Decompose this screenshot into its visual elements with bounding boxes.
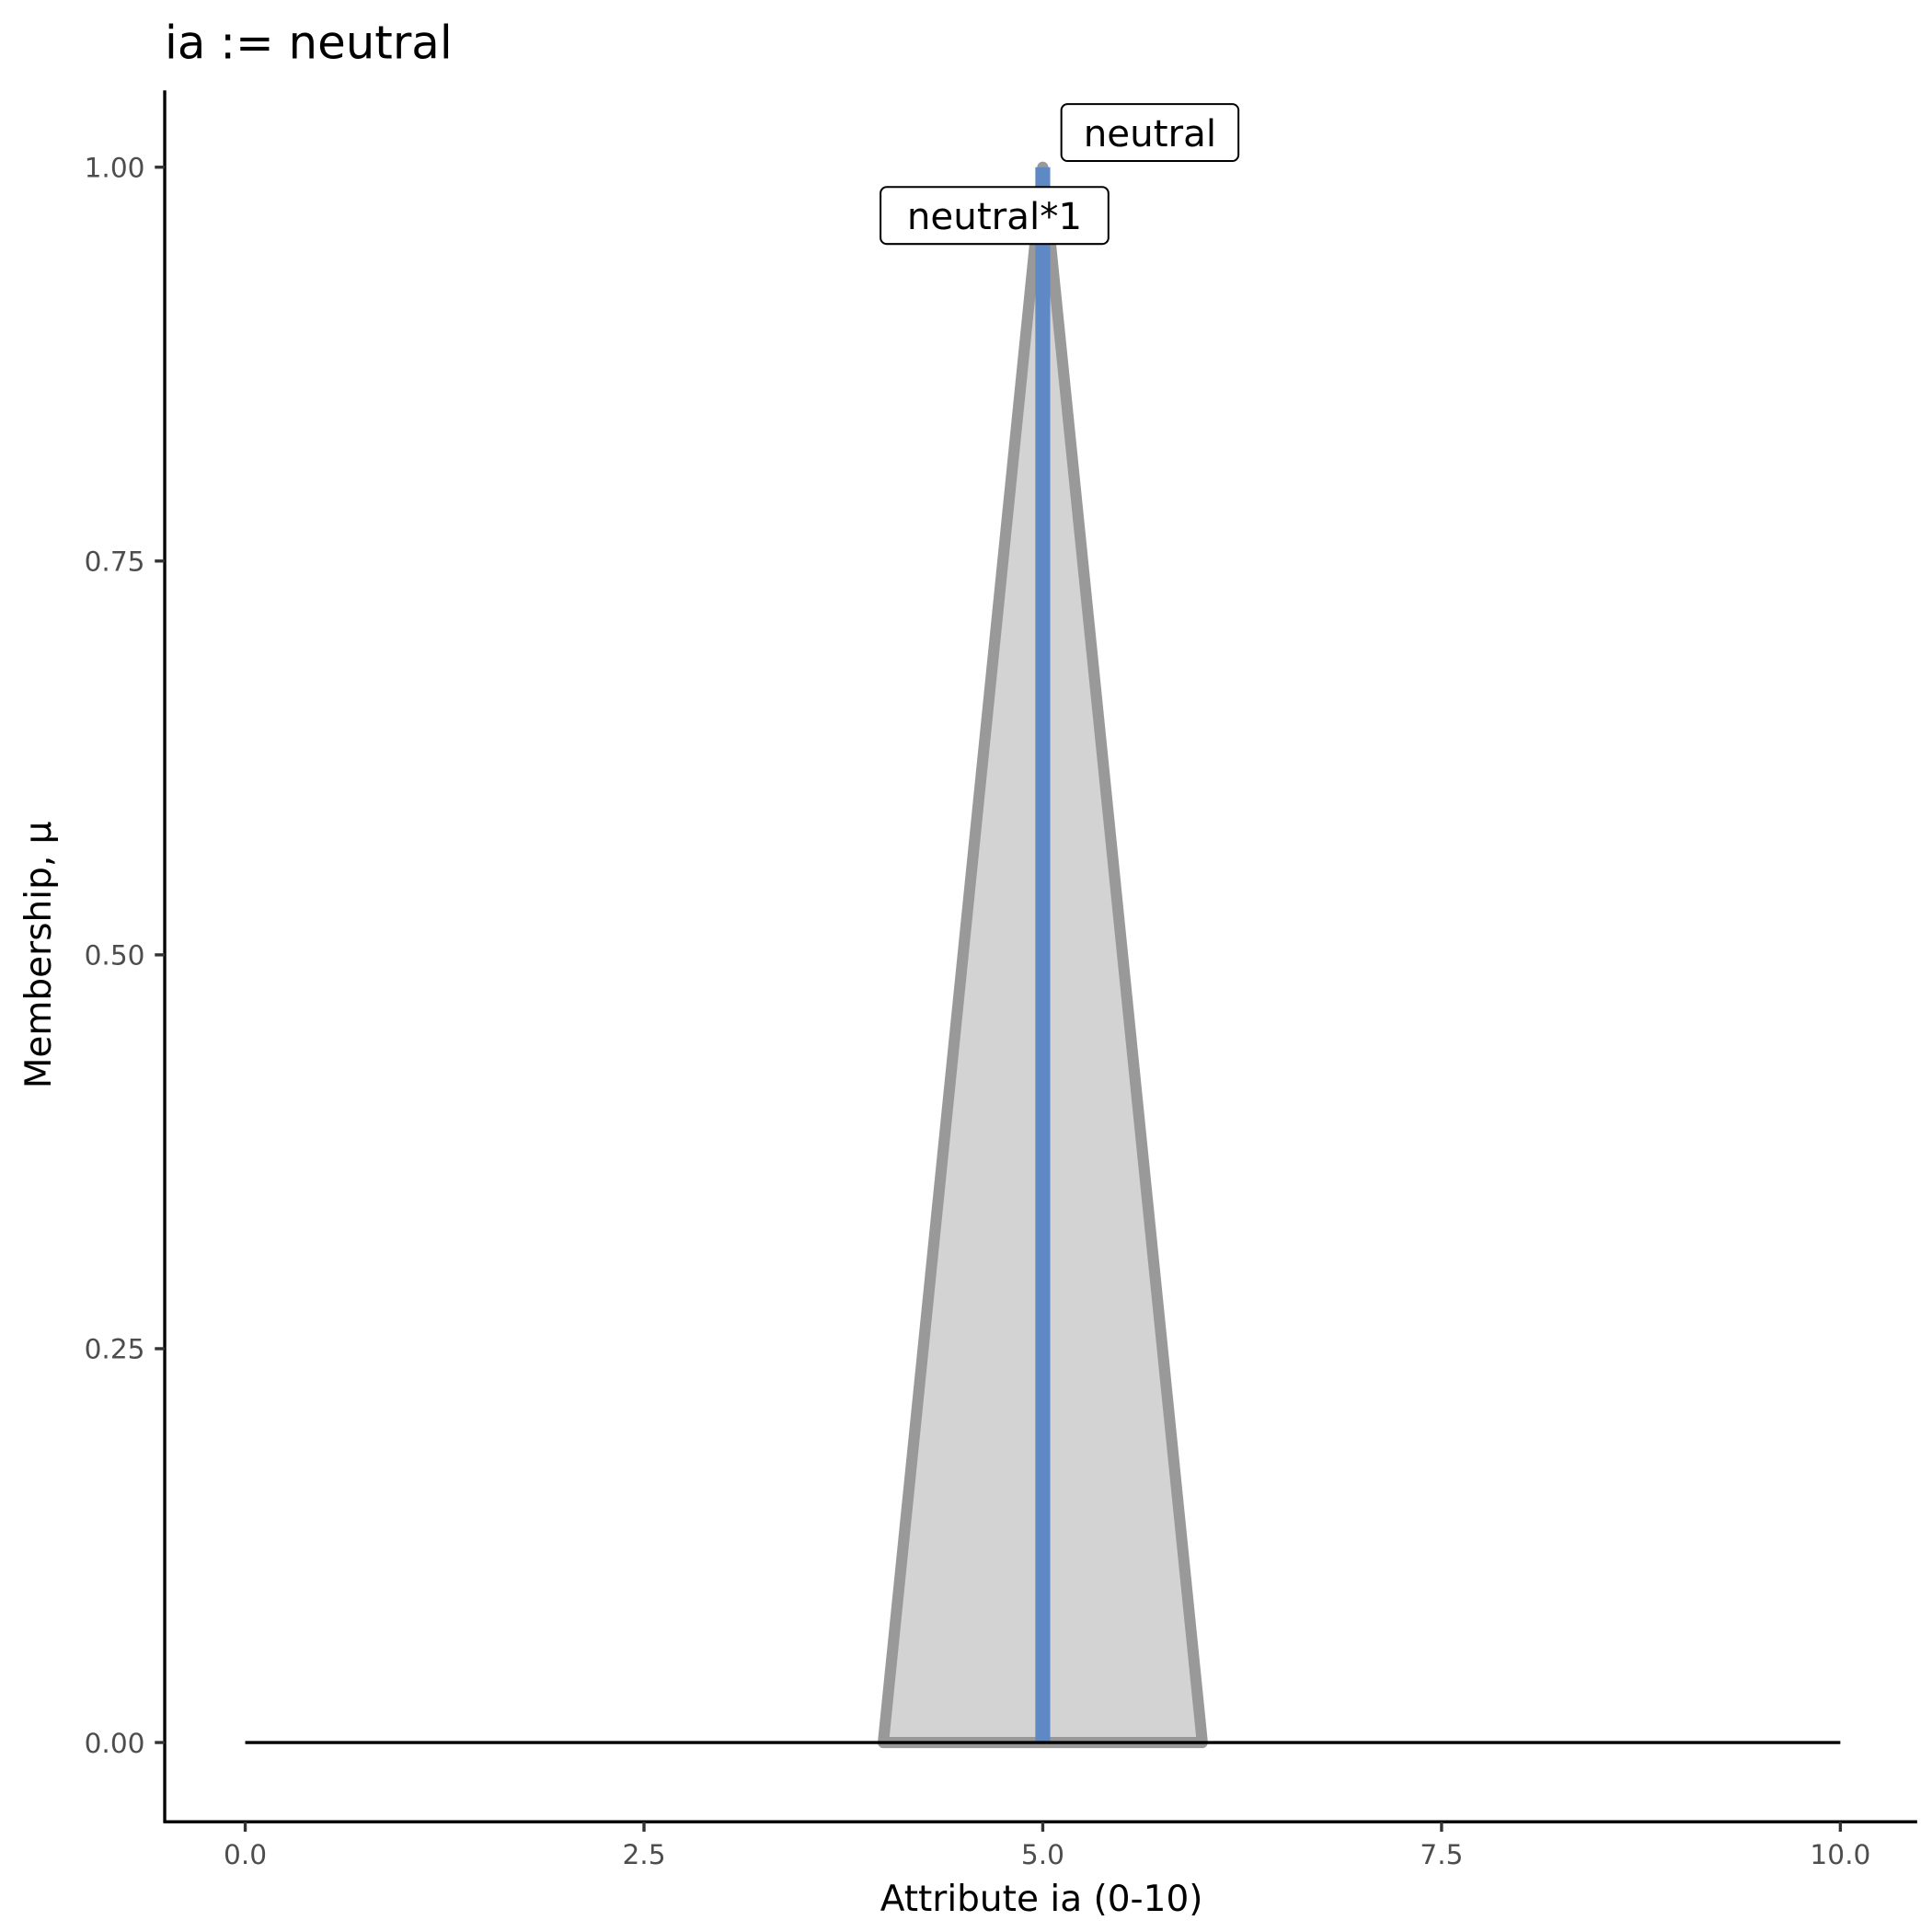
plot-area	[245, 161, 1841, 1749]
chart-title: ia := neutral	[165, 16, 453, 69]
label-box	[880, 186, 1110, 246]
label-text: neutral*1	[907, 195, 1082, 238]
x-tick-label: 10.0	[1810, 1839, 1870, 1870]
label-text: neutral	[1084, 112, 1216, 155]
x-tick-label: 2.5	[622, 1839, 665, 1870]
y-tick-label: 0.25	[85, 1334, 145, 1365]
y-axis-title: Membership, μ	[18, 821, 60, 1088]
x-tick-label: 0.0	[224, 1839, 267, 1870]
x-tick-label: 5.0	[1021, 1839, 1064, 1870]
label-neutral*1: neutral*1	[880, 186, 1110, 246]
label-box	[1060, 103, 1240, 163]
x-tick-label: 7.5	[1420, 1839, 1463, 1870]
y-tick-label: 1.00	[85, 153, 145, 184]
y-tick-label: 0.75	[85, 546, 145, 578]
y-tick-label: 0.50	[85, 940, 145, 972]
label-neutral: neutral	[1060, 103, 1240, 163]
x-axis-title: Attribute ia (0-10)	[880, 1879, 1203, 1920]
y-tick-label: 0.00	[85, 1728, 145, 1759]
